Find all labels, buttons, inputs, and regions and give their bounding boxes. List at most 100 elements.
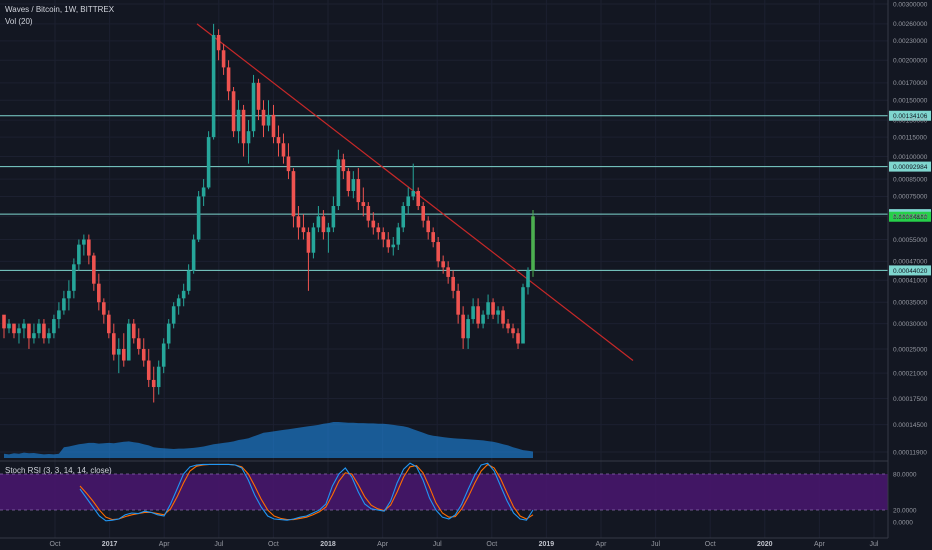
candle-body bbox=[436, 242, 440, 262]
price-tick-label: 0.00017500 bbox=[893, 396, 928, 403]
candle-body bbox=[366, 206, 371, 221]
candle-body bbox=[321, 216, 326, 233]
candle-body bbox=[471, 306, 475, 320]
candle-body bbox=[431, 232, 435, 243]
candle-body bbox=[376, 227, 381, 233]
candle bbox=[151, 366, 156, 403]
time-tick-label: 2020 bbox=[757, 541, 773, 548]
candle bbox=[141, 338, 146, 367]
stoch-rsi-label: Stoch RSI (3, 3, 14, 14, close) bbox=[5, 466, 112, 475]
candle-body bbox=[126, 323, 131, 361]
candle-body bbox=[231, 91, 236, 132]
candle-body bbox=[146, 360, 151, 380]
price-tick-label: 0.00035000 bbox=[893, 300, 928, 307]
candle bbox=[526, 267, 530, 295]
candle-body bbox=[97, 283, 101, 303]
candle bbox=[341, 153, 346, 180]
time-axis[interactable]: Oct 2017 Apr Jul Oct 2018 Apr Jul Oct 2019 Apr Jul O… bbox=[0, 537, 888, 548]
candle-body bbox=[451, 276, 455, 291]
candle-body bbox=[62, 298, 66, 311]
price-axis[interactable]: 0.00300000 0.00260000 0.00230000 0.00200000… bbox=[887, 0, 928, 538]
time-tick-label: Oct bbox=[705, 541, 716, 548]
candle bbox=[476, 298, 480, 329]
candle-body bbox=[386, 239, 391, 248]
candle bbox=[52, 314, 56, 339]
candle-body bbox=[281, 143, 286, 157]
candle-body bbox=[52, 319, 56, 334]
candle-body bbox=[401, 206, 406, 228]
candle bbox=[82, 234, 86, 256]
candle-body bbox=[371, 220, 376, 228]
candle bbox=[246, 120, 251, 164]
candle-body bbox=[241, 109, 246, 144]
volume-area bbox=[4, 422, 533, 458]
candle bbox=[97, 273, 101, 311]
time-tick-label: Apr bbox=[814, 541, 826, 548]
candle-body bbox=[87, 239, 91, 256]
time-tick-label: Oct bbox=[50, 541, 61, 548]
candle-body bbox=[411, 190, 416, 197]
candle-body bbox=[286, 156, 291, 172]
candle bbox=[436, 236, 440, 268]
candle-body bbox=[216, 34, 221, 51]
time-tick-label: Apr bbox=[596, 541, 608, 548]
price-tick-label: 0.00030000 bbox=[893, 321, 928, 328]
candle bbox=[216, 29, 221, 61]
candle bbox=[451, 270, 455, 299]
candle bbox=[146, 348, 151, 388]
stoch-tick-label: 80.0000 bbox=[893, 471, 917, 478]
candle-body bbox=[296, 216, 301, 228]
candle bbox=[256, 78, 261, 121]
candle bbox=[221, 43, 226, 75]
candle bbox=[421, 202, 426, 228]
candle-body bbox=[201, 187, 206, 197]
price-tick-label: 0.00055000 bbox=[893, 237, 928, 244]
candle-body bbox=[476, 306, 480, 324]
candle-body bbox=[7, 323, 11, 329]
last-price-label: 0.00064800 bbox=[893, 214, 928, 221]
candle bbox=[126, 319, 131, 361]
time-tick-label: Apr bbox=[377, 541, 389, 548]
candle bbox=[206, 131, 211, 190]
candle-body bbox=[166, 323, 171, 344]
horizontal-levels: 0.001341060.000929840.000660360.00044020… bbox=[0, 110, 931, 276]
candle bbox=[271, 104, 276, 144]
last-price-box bbox=[889, 211, 931, 222]
candle-body bbox=[102, 302, 106, 315]
candle-body bbox=[331, 206, 336, 228]
time-tick-label: Jul bbox=[214, 541, 223, 548]
price-tick-label: 0.00170000 bbox=[893, 80, 928, 87]
candle-body bbox=[316, 216, 321, 228]
candle-body bbox=[256, 82, 261, 110]
candle bbox=[356, 168, 361, 211]
candle bbox=[12, 323, 16, 339]
candle bbox=[67, 280, 71, 311]
level-label-box bbox=[889, 265, 931, 276]
level-label-box bbox=[889, 110, 931, 121]
time-tick-label: 2017 bbox=[102, 541, 118, 548]
candle bbox=[62, 290, 66, 315]
candle-body bbox=[466, 319, 470, 339]
chart-title: Waves / Bitcoin, 1W, BITTREX bbox=[5, 5, 115, 14]
price-tick-label: 0.00300000 bbox=[893, 1, 928, 8]
price-tick-label: 0.00041000 bbox=[893, 278, 928, 285]
candle bbox=[511, 323, 515, 339]
candle-body bbox=[446, 267, 450, 277]
candle-body bbox=[141, 348, 146, 361]
candle bbox=[92, 252, 96, 291]
stoch-band bbox=[0, 474, 888, 510]
stoch-tick-label: 0.0000 bbox=[893, 519, 913, 526]
candle-body bbox=[266, 114, 271, 126]
candle-body bbox=[161, 343, 166, 367]
candle bbox=[336, 149, 341, 211]
candle bbox=[281, 133, 286, 164]
candle-body bbox=[191, 239, 196, 271]
candle bbox=[311, 222, 316, 259]
candle-body bbox=[131, 323, 136, 339]
candle bbox=[72, 258, 76, 299]
candle-body bbox=[156, 366, 161, 388]
level-label: 0.00044020 bbox=[893, 268, 928, 275]
candle bbox=[22, 319, 26, 339]
